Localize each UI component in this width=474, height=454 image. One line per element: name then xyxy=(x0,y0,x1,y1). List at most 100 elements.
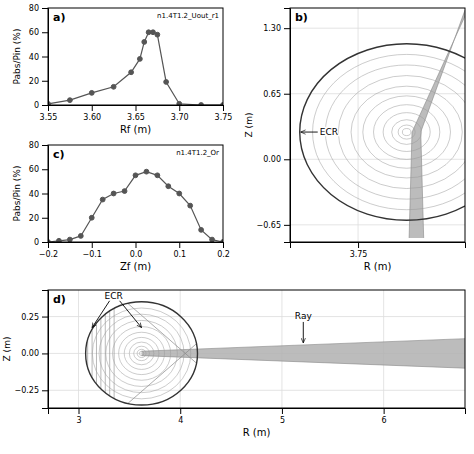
tick: 80 xyxy=(29,141,48,150)
nested-ellipse xyxy=(106,320,178,386)
tick-mark xyxy=(42,8,48,9)
tick-label: 3.55 xyxy=(40,113,58,122)
data-point xyxy=(67,98,72,103)
y-axis: 020406080 xyxy=(29,141,49,247)
y-axis-title: Pabs/Pin (%) xyxy=(12,29,22,85)
nested-ellipse xyxy=(119,332,165,374)
tick-mark xyxy=(42,169,48,170)
tick-mark xyxy=(223,242,224,248)
data-point xyxy=(142,40,147,45)
plot-frame xyxy=(290,8,465,242)
nested-ellipse xyxy=(374,105,440,160)
tick: 0.00 xyxy=(263,155,290,164)
tick-mark xyxy=(179,242,180,248)
figure: 3.553.603.653.703.75020406080Rf (m)Pabs/… xyxy=(0,0,474,454)
nested-ellipse xyxy=(383,113,430,152)
nested-ellipse xyxy=(338,76,465,189)
data-point xyxy=(199,227,204,232)
annotations: ECRRay xyxy=(92,291,312,343)
data-point xyxy=(155,173,160,178)
x-axis-title: Rf (m) xyxy=(120,124,151,135)
tick-label: 80 xyxy=(29,141,39,150)
tick-label: 60 xyxy=(29,28,39,37)
tick-label: 0.65 xyxy=(263,90,281,99)
tick-label: 6 xyxy=(382,416,387,425)
nested-ellipse xyxy=(398,125,415,139)
tick-label: 0 xyxy=(34,101,39,110)
marks xyxy=(48,290,465,408)
data-point xyxy=(57,238,62,242)
tick-mark xyxy=(284,159,290,160)
tick-mark xyxy=(42,317,48,318)
nested-ellipse xyxy=(92,308,190,399)
tick-mark xyxy=(42,353,48,354)
data-point xyxy=(155,32,160,37)
data-point xyxy=(89,90,94,95)
plot-frame xyxy=(48,145,223,242)
tick-mark xyxy=(223,105,224,111)
annotation: ECR xyxy=(320,127,338,137)
tick: 6 xyxy=(382,408,387,425)
data-line xyxy=(48,32,223,105)
field-line xyxy=(48,290,465,408)
tick-label: 0.1 xyxy=(173,250,186,259)
panel: 3.553.603.653.703.75020406080Rf (m)Pabs/… xyxy=(12,4,232,135)
nested-ellipse xyxy=(313,54,465,209)
tick-label: 0.00 xyxy=(21,349,39,358)
tick-label: 0.25 xyxy=(21,313,39,322)
data-point xyxy=(164,80,169,85)
tick-label: 40 xyxy=(29,190,39,199)
nested-ellipse xyxy=(124,337,159,369)
ecr-ellipse xyxy=(300,44,465,221)
panel-label: a) xyxy=(53,11,65,24)
tick-mark xyxy=(384,408,385,414)
tick: 20 xyxy=(29,214,48,223)
tick: 0.0 xyxy=(130,242,143,259)
ecr-ellipse xyxy=(86,302,198,405)
panel-label: d) xyxy=(53,293,66,306)
resonance-line xyxy=(100,290,101,408)
tick-label: 0.2 xyxy=(217,250,230,259)
tick-mark xyxy=(92,105,93,111)
nested-ellipse xyxy=(129,342,154,365)
annotation: n1.4T1.2_Or xyxy=(176,149,219,157)
grid xyxy=(48,290,465,408)
nested-ellipse xyxy=(351,86,462,178)
data-point xyxy=(177,191,182,196)
x-axis: −0.2−0.10.00.10.2 xyxy=(39,242,230,259)
panel: −0.2−0.10.00.10.2020406080Zf (m)Pabs/Pin… xyxy=(12,141,230,272)
tick: 60 xyxy=(29,28,48,37)
ray-edge xyxy=(409,16,465,238)
tick: 20 xyxy=(29,77,48,86)
tick-label: 3.70 xyxy=(171,113,189,122)
tick-mark xyxy=(284,94,290,95)
data-point xyxy=(122,189,127,194)
nested-ellipse xyxy=(402,129,411,136)
tick-mark xyxy=(179,105,180,111)
nested-ellipse xyxy=(363,96,451,168)
annotation-arrow xyxy=(92,301,110,328)
tick-label: −0.65 xyxy=(256,221,281,230)
tick-mark xyxy=(136,105,137,111)
data-point xyxy=(137,57,142,62)
panel-label: c) xyxy=(53,148,65,161)
x-axis: 3456 xyxy=(49,408,466,425)
tick-label: 0 xyxy=(34,238,39,247)
nested-ellipse xyxy=(139,351,143,355)
tick: 40 xyxy=(29,190,48,199)
ray-beam xyxy=(142,339,465,369)
tick-mark xyxy=(42,32,48,33)
data-point xyxy=(111,191,116,196)
tick: −0.1 xyxy=(83,242,102,259)
grid-line xyxy=(290,93,465,94)
marks xyxy=(48,169,223,242)
annotation-arrow xyxy=(303,322,304,343)
x-axis: 3.553.603.653.703.75 xyxy=(40,105,233,122)
axis-line xyxy=(49,243,224,249)
tick: 3.55 xyxy=(40,105,58,122)
tick: 40 xyxy=(29,53,48,62)
tick-mark xyxy=(92,242,93,248)
marks xyxy=(48,30,223,105)
panel: ECRRay3456−0.250.000.25R (m)Z (m)d) xyxy=(2,110,466,454)
tick-label: 3.75 xyxy=(350,250,368,259)
